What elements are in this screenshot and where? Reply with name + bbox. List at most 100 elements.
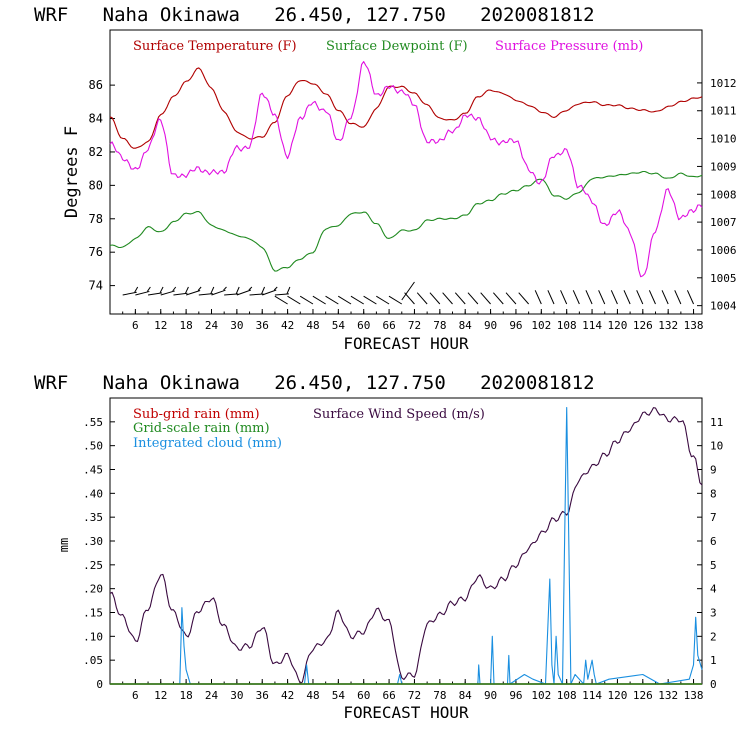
x-tick-label: 90 [484,319,497,332]
wind-barb-flag [172,286,177,292]
wind-barb-staff [623,290,631,305]
y-tick-label: .40 [83,487,103,500]
wind-barb-staff [572,290,580,305]
panel-1-y2-axis: 1004 1005 1006 1007 1008 1009 1010 1011 1012 [697,77,737,313]
wind-barb-staff [135,290,150,296]
wind-barb-flag [134,286,139,293]
panel-2-y-axis: 0 .05 .10 .15 .20 .25 .30 .35 .40 .45 .50 .55 [83,416,115,691]
x-tick-label: 36 [256,319,269,332]
x-tick-label: 6 [132,689,139,702]
x-tick-label: 126 [633,689,653,702]
wind-barb-staff [198,293,213,296]
panel-2-title: WRF Naha Okinawa 26.450, 127.750 2020081… [34,372,595,394]
x-tick-label: 48 [306,689,319,702]
x-tick-label: 24 [205,319,219,332]
x-tick-label: 108 [557,689,577,702]
x-tick-label: 42 [281,689,294,702]
y2-tick-label: 1009 [710,160,737,173]
wind-barb-staff [299,295,314,305]
wind-barb-staff [147,292,163,296]
panel-1-y-axis: 74 76 78 80 82 84 86 [89,78,115,293]
wind-barb-staff [534,290,542,305]
panel-1-y-axis-label: Degrees F [62,126,82,218]
wind-barb-staff [585,290,593,305]
panel-2-x-axis-label: FORECAST HOUR [343,703,469,722]
x-tick-label: 72 [408,689,421,702]
x-tick-label: 24 [205,689,219,702]
x-tick-label: 138 [684,689,704,702]
y2-tick-label: 1006 [710,244,737,257]
wind-barb-staff [363,295,377,305]
wind-barb-staff [480,292,491,305]
x-tick-label: 18 [179,319,192,332]
legend-subgrid-rain: Sub-grid rain (mm) [133,407,260,422]
wind-barb-staff [505,292,517,305]
x-tick-label: 72 [408,319,421,332]
y-tick-label: 80 [89,178,103,192]
y-tick-label: .50 [83,440,103,453]
x-tick-label: 12 [154,319,167,332]
wind-barb-flag [159,286,164,294]
y2-tick-label: 8 [710,487,717,500]
y-tick-label: .10 [83,630,103,643]
y2-tick-label: 1 [710,654,717,667]
y2-tick-label: 0 [710,678,717,691]
y-tick-label: 0 [96,678,103,691]
wind-barb-flag [273,286,278,291]
wind-barb-staff [274,293,289,296]
wind-barb-flag [235,286,240,295]
x-tick-label: 114 [582,319,602,332]
panel-2-x-axis: 6 12 18 24 30 36 42 48 54 60 66 72 78 84 90 96 102 108 114… [109,679,704,702]
wind-barb-staff [122,291,137,296]
legend-pressure: Surface Pressure (mb) [495,39,643,54]
wind-barb-staff [636,290,644,305]
series-line-pressure [109,61,703,278]
x-tick-label: 138 [684,319,704,332]
wind-barb-staff [454,292,466,305]
y-tick-label: 78 [89,212,103,226]
y-tick-label: 74 [89,279,103,293]
y2-tick-label: 1012 [710,77,737,90]
wind-barb-staff [274,295,288,305]
y-tick-label: 84 [89,112,103,126]
wind-barb-staff [325,295,339,305]
y2-tick-label: 1007 [710,216,737,229]
x-tick-label: 132 [658,689,678,702]
panel-1-x-axis-label: FORECAST HOUR [343,334,469,353]
x-tick-label: 120 [607,319,627,332]
x-tick-label: 48 [306,319,319,332]
wind-barbs [122,281,694,305]
y2-tick-label: 6 [710,535,717,548]
x-tick-label: 18 [179,689,192,702]
x-tick-label: 96 [509,319,522,332]
wind-barb-staff [610,290,618,305]
wind-barb-flag [146,286,151,292]
x-tick-label: 120 [607,689,627,702]
y-tick-label: .35 [83,511,103,524]
y-tick-label: 82 [89,145,103,159]
panel-2-series [109,406,703,685]
x-tick-label: 6 [132,319,139,332]
wind-barb-flag [286,286,291,295]
legend-dewpoint: Surface Dewpoint (F) [326,39,468,54]
y2-tick-label: 1010 [710,133,737,146]
wind-barb-staff [518,292,530,305]
wind-barb-staff [173,292,188,296]
wind-barb-staff [674,290,682,305]
panel-2-y-axis-label: mm [57,538,71,552]
x-tick-label: 60 [357,319,370,332]
wind-barb-staff [312,295,326,305]
panel-2-y2-axis: 0 1 2 3 4 5 6 7 8 9 10 11 [697,416,723,691]
y-tick-label: .55 [83,416,103,429]
wind-barb-staff [661,290,669,305]
wind-barb-staff [337,295,352,305]
wind-barb-staff [160,290,175,296]
wind-barb-staff [442,292,453,305]
x-tick-label: 54 [332,689,346,702]
x-tick-label: 132 [658,319,678,332]
y-tick-label: .45 [83,464,103,477]
x-tick-label: 108 [557,319,577,332]
wind-barb-staff [686,290,694,305]
wind-barb-staff [287,295,301,305]
